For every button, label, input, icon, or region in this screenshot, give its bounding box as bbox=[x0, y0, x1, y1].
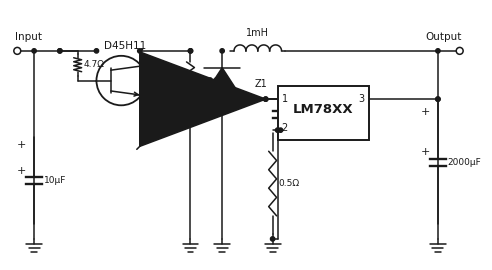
Circle shape bbox=[58, 49, 62, 53]
Text: Input: Input bbox=[15, 32, 42, 42]
Circle shape bbox=[188, 110, 193, 114]
Circle shape bbox=[264, 97, 268, 101]
Text: 0.5Ω: 0.5Ω bbox=[278, 179, 300, 188]
Text: 10μF: 10μF bbox=[44, 176, 66, 185]
Polygon shape bbox=[204, 68, 240, 95]
Circle shape bbox=[220, 49, 224, 53]
Text: 4.7Ω: 4.7Ω bbox=[84, 60, 105, 69]
Circle shape bbox=[436, 49, 440, 53]
Circle shape bbox=[276, 128, 280, 132]
Text: Output: Output bbox=[425, 32, 461, 42]
Text: 2000μF: 2000μF bbox=[448, 158, 482, 167]
Circle shape bbox=[436, 97, 440, 101]
Circle shape bbox=[94, 49, 98, 53]
Text: 3: 3 bbox=[359, 94, 365, 104]
Text: 2: 2 bbox=[281, 123, 288, 133]
Circle shape bbox=[138, 49, 142, 53]
Text: +: + bbox=[420, 147, 430, 157]
Circle shape bbox=[436, 97, 440, 101]
Text: 1: 1 bbox=[281, 94, 288, 104]
Text: 0.33μF: 0.33μF bbox=[290, 110, 321, 119]
Circle shape bbox=[278, 128, 283, 132]
Text: Z1: Z1 bbox=[254, 79, 267, 89]
Text: LM78XX: LM78XX bbox=[293, 103, 353, 116]
FancyBboxPatch shape bbox=[277, 86, 369, 140]
Circle shape bbox=[264, 97, 268, 101]
Circle shape bbox=[58, 49, 62, 53]
Text: 1mH: 1mH bbox=[246, 28, 269, 38]
Circle shape bbox=[220, 110, 224, 114]
Text: 470Ω: 470Ω bbox=[196, 77, 220, 86]
Circle shape bbox=[188, 49, 193, 53]
Text: +: + bbox=[420, 107, 430, 117]
Circle shape bbox=[188, 49, 193, 53]
Text: +: + bbox=[17, 140, 26, 150]
Text: D45H11: D45H11 bbox=[104, 41, 146, 51]
Polygon shape bbox=[140, 52, 266, 146]
Circle shape bbox=[32, 49, 36, 53]
Circle shape bbox=[271, 237, 275, 241]
Text: +: + bbox=[17, 166, 26, 176]
